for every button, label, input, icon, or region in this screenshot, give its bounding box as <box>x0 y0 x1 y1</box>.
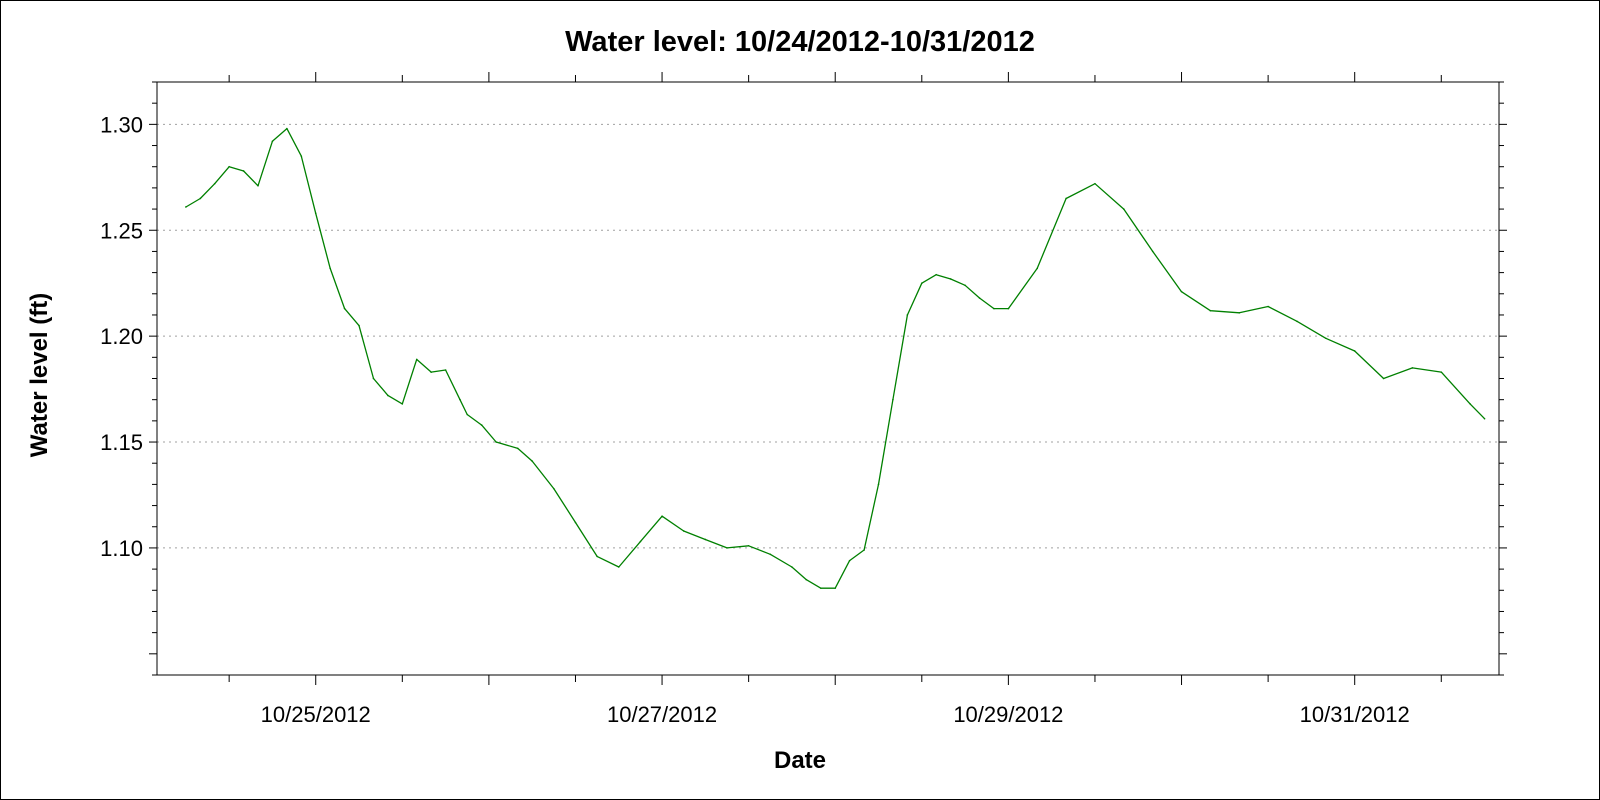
data-point <box>1094 182 1096 185</box>
y-tick-label: 1.25 <box>100 218 143 243</box>
data-point <box>1036 267 1039 270</box>
data-point <box>805 578 808 581</box>
data-point <box>877 483 880 486</box>
data-point <box>343 307 346 310</box>
data-point <box>1440 371 1443 373</box>
y-tick-label: 1.15 <box>100 430 143 455</box>
grid-lines <box>157 123 1499 549</box>
data-point <box>1382 377 1385 380</box>
data-point <box>553 487 555 490</box>
data-point <box>747 545 750 547</box>
data-point <box>415 358 418 361</box>
data-point <box>863 549 865 551</box>
data-point <box>617 566 620 568</box>
data-point <box>329 267 331 270</box>
y-axis-label: Water level (ft) <box>26 293 53 457</box>
data-point <box>1469 403 1471 405</box>
data-point <box>228 165 230 168</box>
data-point <box>596 555 598 558</box>
data-point <box>531 460 533 462</box>
data-point <box>213 182 216 185</box>
tick-labels: 1.10 1.15 1.20 1.25 1.30 10/25/2012 10/27/2012… <box>100 112 1410 727</box>
data-point <box>1065 197 1067 200</box>
data-point <box>791 566 793 568</box>
data-point <box>639 540 642 543</box>
axis-ticks <box>149 72 1507 685</box>
data-point <box>1151 250 1154 253</box>
data-point <box>1180 290 1183 293</box>
data-point <box>242 170 245 172</box>
data-point <box>1123 208 1125 210</box>
data-point <box>682 530 685 532</box>
data-point <box>769 553 772 556</box>
chart-title: Water level: 10/24/2012-10/31/2012 <box>565 26 1035 58</box>
data-point <box>1296 320 1298 323</box>
data-point <box>271 140 274 143</box>
data-point <box>1238 312 1241 314</box>
data-point <box>314 212 317 215</box>
data-point <box>1353 350 1356 352</box>
data-point <box>1267 305 1269 308</box>
data-point <box>1209 309 1212 312</box>
series-layer <box>185 127 1486 589</box>
data-point <box>199 197 202 200</box>
x-tick-label: 10/29/2012 <box>953 702 1063 727</box>
x-tick-label: 10/27/2012 <box>607 702 717 727</box>
data-point <box>495 441 497 443</box>
data-point <box>574 521 577 524</box>
data-point <box>964 284 966 287</box>
data-point <box>661 515 663 517</box>
data-point <box>935 273 938 276</box>
x-axis-label: Date <box>774 747 826 774</box>
data-point <box>516 447 519 450</box>
plot-area <box>156 81 1500 676</box>
data-point <box>949 278 952 280</box>
data-point <box>704 538 707 541</box>
data-point <box>906 314 909 316</box>
data-point <box>1411 367 1414 369</box>
data-point <box>430 371 432 373</box>
data-point <box>1325 337 1327 340</box>
y-tick-label: 1.30 <box>100 112 143 137</box>
data-point <box>401 403 404 405</box>
y-tick-label: 1.10 <box>100 536 143 561</box>
data-point <box>819 587 822 589</box>
data-point <box>993 307 995 310</box>
data-point <box>185 206 187 208</box>
data-point <box>286 127 288 130</box>
data-point <box>387 394 389 397</box>
data-point <box>834 587 837 589</box>
data-point <box>466 413 469 416</box>
data-point <box>726 547 728 549</box>
y-tick-label: 1.20 <box>100 324 143 349</box>
data-point <box>372 377 375 380</box>
data-point <box>892 398 894 401</box>
data-point <box>1007 307 1010 310</box>
data-point <box>480 424 483 426</box>
series-line <box>185 127 1486 589</box>
data-point <box>459 398 461 401</box>
data-point <box>920 282 923 284</box>
data-point <box>300 155 303 157</box>
data-point <box>257 184 259 187</box>
data-point <box>358 324 360 327</box>
x-tick-label: 10/25/2012 <box>261 702 371 727</box>
data-point <box>978 297 981 299</box>
data-point <box>848 559 851 562</box>
data-point <box>444 369 447 371</box>
x-tick-label: 10/31/2012 <box>1300 702 1410 727</box>
data-point <box>1483 417 1486 420</box>
